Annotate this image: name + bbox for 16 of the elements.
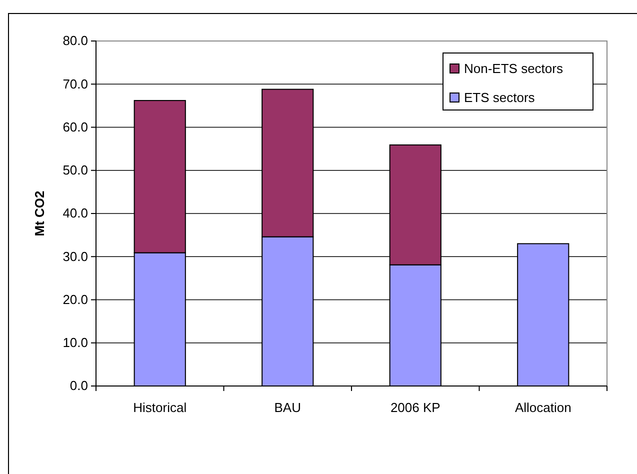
y-tick-label: 0.0	[70, 378, 88, 394]
x-tick-label: Historical	[133, 400, 187, 416]
y-axis-title: Mt CO2	[32, 190, 47, 236]
x-tick-label: 2006 KP	[390, 400, 440, 416]
legend-label: Non-ETS sectors	[464, 61, 564, 76]
legend-label: ETS sectors	[464, 90, 536, 105]
x-tick-label: Allocation	[514, 400, 572, 416]
y-tick-label: 80.0	[62, 33, 88, 48]
y-tick-label: 30.0	[62, 248, 88, 264]
y-tick-label: 20.0	[62, 292, 88, 307]
y-tick-label: 70.0	[62, 76, 88, 92]
y-tick-label: 40.0	[62, 206, 88, 221]
y-tick-label: 60.0	[62, 119, 88, 134]
y-tick-label: 50.0	[62, 162, 88, 178]
y-tick-label: 10.0	[62, 335, 88, 350]
x-tick-label: BAU	[274, 400, 301, 416]
